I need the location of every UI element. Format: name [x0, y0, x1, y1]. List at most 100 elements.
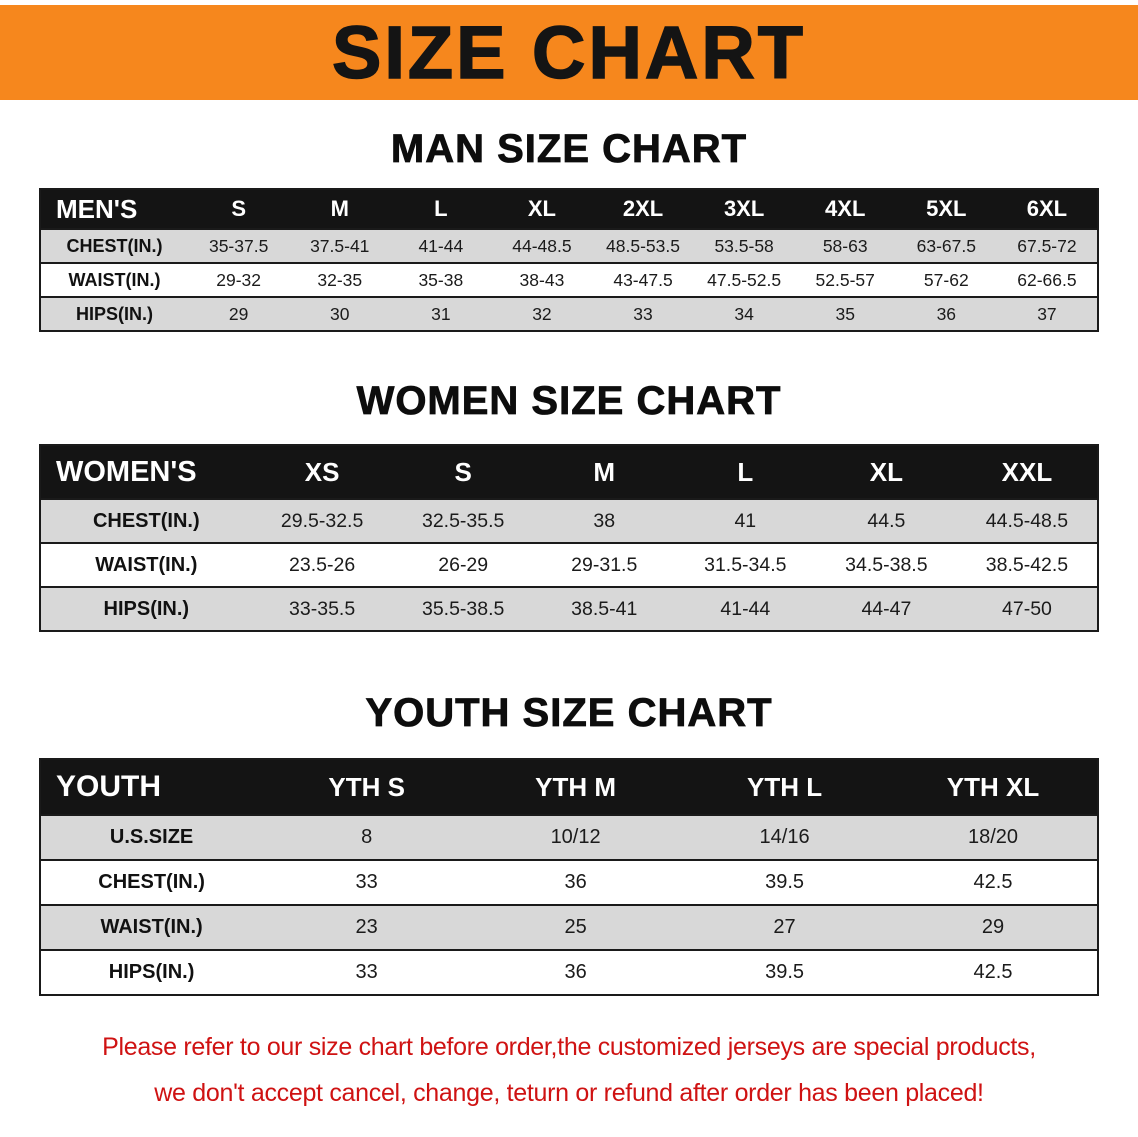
- row-label: U.S.SIZE: [109, 826, 194, 848]
- section-men: MAN SIZE CHART MEN'S S M L XL 2XL 3XL 4XL 5XL 6XL…: [0, 126, 1138, 332]
- table-title-cell: WOMEN'S: [40, 445, 252, 499]
- size-value-cell: 43-47.5: [613, 269, 673, 290]
- size-value-cell: 35: [835, 303, 855, 324]
- size-value-cell: 23.5-26: [289, 553, 356, 576]
- table-row: U.S.SIZE 8 10/12 14/16 18/20: [40, 815, 1098, 860]
- size-value-cell: 32-35: [317, 269, 363, 290]
- size-value-cell: 35-38: [418, 269, 464, 290]
- size-value-cell: 35.5-38.5: [421, 597, 505, 620]
- section-women: WOMEN SIZE CHART WOMEN'S XS S M L XL XXL CHEST(…: [0, 378, 1138, 632]
- size-value-cell: 33: [355, 871, 378, 893]
- size-value-cell: 36: [564, 871, 587, 893]
- size-value-cell: 39.5: [765, 871, 805, 893]
- size-header-cell: 5XL: [895, 189, 997, 229]
- disclaimer-line-1: Please refer to our size chart before or…: [102, 1033, 1036, 1061]
- row-label: WAIST(IN.): [68, 269, 161, 290]
- size-value-cell: 33-35.5: [289, 597, 356, 620]
- table-row: WAIST(IN.) 23 25 27 29: [40, 905, 1098, 950]
- size-value-cell: 29: [981, 916, 1005, 938]
- row-label: CHEST(IN.): [98, 871, 205, 893]
- size-value-cell: 35-37.5: [208, 235, 269, 256]
- size-value-cell: 30: [330, 303, 350, 324]
- size-value-cell: 58-63: [822, 235, 868, 256]
- table-row: HIPS(IN.) 33-35.5 35.5-38.5 38.5-41 41-44 44-…: [40, 587, 1098, 631]
- size-value-cell: 34.5-38.5: [845, 553, 928, 576]
- size-header-cell: XXL: [956, 445, 1098, 499]
- size-value-cell: 26-29: [438, 553, 489, 576]
- size-value-cell: 18/20: [967, 826, 1019, 848]
- size-chart-page: SIZE CHART MAN SIZE CHART MEN'S S M L XL 2XL 3…: [0, 5, 1138, 1116]
- size-value-cell: 53.5-58: [714, 235, 774, 256]
- size-value-cell: 62-66.5: [1017, 269, 1077, 290]
- size-value-cell: 8: [361, 826, 373, 848]
- size-value-cell: 41-44: [720, 597, 771, 620]
- size-value-cell: 36: [564, 961, 587, 983]
- size-value-cell: 44.5-48.5: [985, 509, 1069, 532]
- table-row: HIPS(IN.) 33 36 39.5 42.5: [40, 950, 1098, 995]
- size-header-cell: YTH M: [471, 759, 681, 815]
- row-label: WAIST(IN.): [100, 916, 203, 938]
- table-title-cell: YOUTH: [40, 759, 263, 815]
- row-label: CHEST(IN.): [92, 509, 200, 532]
- size-value-cell: 47.5-52.5: [707, 269, 782, 290]
- size-value-cell: 34: [734, 303, 754, 324]
- size-value-cell: 38.5-41: [571, 597, 638, 620]
- size-value-cell: 36: [936, 303, 957, 324]
- size-value-cell: 42.5: [973, 871, 1013, 893]
- size-value-cell: 32.5-35.5: [421, 509, 505, 532]
- size-header-cell: L: [674, 445, 816, 499]
- size-value-cell: 29-31.5: [571, 553, 638, 576]
- women-size-table: WOMEN'S XS S M L XL XXL CHEST(IN.) 29.5-32.5 32.5…: [39, 444, 1099, 632]
- size-value-cell: 29.5-32.5: [280, 509, 364, 532]
- row-label: HIPS(IN.): [108, 961, 195, 983]
- row-label: HIPS(IN.): [103, 597, 190, 620]
- table-title-cell: MEN'S: [40, 189, 189, 229]
- size-value-cell: 33: [633, 303, 653, 324]
- size-header-cell: 3XL: [693, 189, 795, 229]
- size-value-cell: 44.5: [867, 509, 906, 532]
- size-value-cell: 29: [228, 303, 249, 324]
- size-value-cell: 44-47: [861, 597, 912, 620]
- table-row: CHEST(IN.) 33 36 39.5 42.5: [40, 860, 1098, 905]
- size-value-cell: 41-44: [418, 235, 464, 256]
- size-value-cell: 44-48.5: [512, 235, 572, 256]
- size-value-cell: 41: [734, 509, 757, 532]
- size-header-cell: S: [392, 445, 534, 499]
- size-value-cell: 38-43: [519, 269, 565, 290]
- section-youth: YOUTH SIZE CHART YOUTH YTH S YTH M YTH L YTH…: [0, 690, 1138, 996]
- size-value-cell: 10/12: [550, 826, 601, 848]
- size-value-cell: 38.5-42.5: [985, 553, 1069, 576]
- size-header-cell: 2XL: [592, 189, 694, 229]
- size-header-cell: XL: [491, 189, 593, 229]
- size-value-cell: 57-62: [923, 269, 969, 290]
- size-value-cell: 63-67.5: [916, 235, 976, 256]
- size-header-cell: S: [188, 189, 290, 229]
- row-label: WAIST(IN.): [95, 553, 198, 576]
- size-header-cell: 6XL: [996, 189, 1098, 229]
- table-header-row: MEN'S S M L XL 2XL 3XL 4XL 5XL 6XL: [40, 189, 1098, 229]
- size-value-cell: 31.5-34.5: [704, 553, 787, 576]
- size-value-cell: 37: [1037, 303, 1057, 324]
- size-value-cell: 38: [593, 509, 616, 532]
- table-row: WAIST(IN.) 23.5-26 26-29 29-31.5 31.5-34.5 34…: [40, 543, 1098, 587]
- row-label: HIPS(IN.): [76, 303, 154, 324]
- size-chart-banner: SIZE CHART: [0, 5, 1138, 100]
- size-header-cell: XL: [815, 445, 957, 499]
- size-value-cell: 42.5: [973, 961, 1013, 983]
- table-header-row: WOMEN'S XS S M L XL XXL: [40, 445, 1098, 499]
- size-value-cell: 27: [773, 916, 796, 938]
- size-value-cell: 67.5-72: [1017, 235, 1077, 256]
- size-value-cell: 39.5: [765, 961, 805, 983]
- size-value-cell: 52.5-57: [815, 269, 875, 290]
- size-header-cell: YTH L: [680, 759, 890, 815]
- size-header-cell: M: [289, 189, 391, 229]
- table-row: WAIST(IN.) 29-32 32-35 35-38 38-43 43-47.5 47.…: [40, 263, 1098, 297]
- size-header-cell: YTH S: [262, 759, 472, 815]
- size-value-cell: 31: [431, 303, 451, 324]
- size-header-cell: 4XL: [794, 189, 896, 229]
- size-value-cell: 37.5-41: [310, 235, 370, 256]
- women-section-heading: WOMEN SIZE CHART: [356, 379, 782, 424]
- disclaimer-line-2: we don't accept cancel, change, teturn o…: [154, 1079, 984, 1107]
- size-value-cell: 14/16: [759, 826, 810, 848]
- table-row: CHEST(IN.) 29.5-32.5 32.5-35.5 38 41 44.5 44.5…: [40, 499, 1098, 543]
